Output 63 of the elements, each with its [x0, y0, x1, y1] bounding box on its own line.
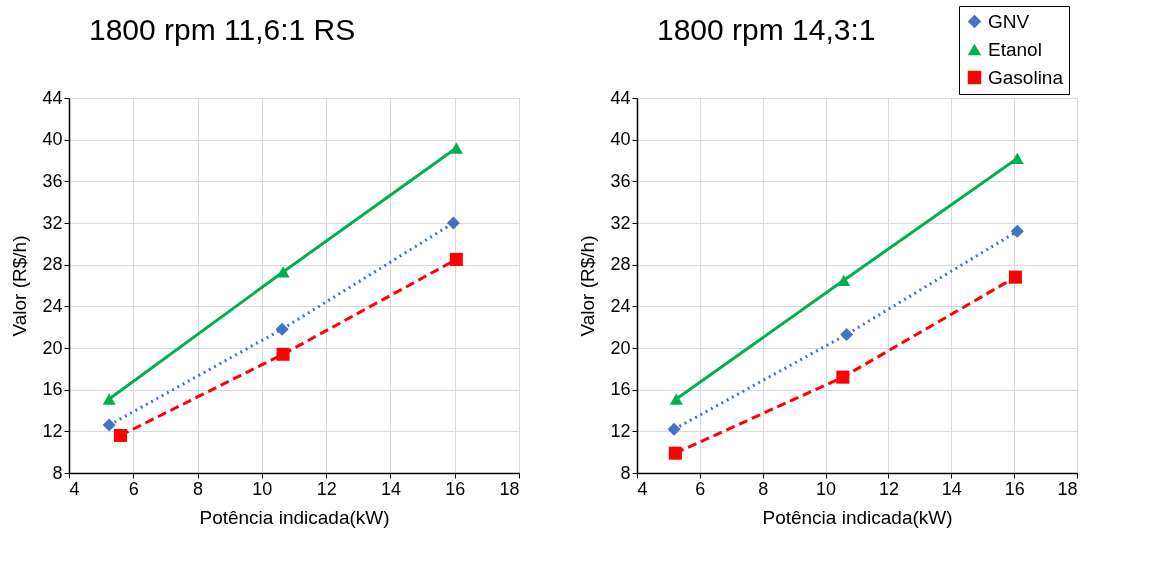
x-tick-label: 10	[252, 478, 273, 499]
y-tick-label: 44	[610, 87, 631, 108]
x-tick-label: 4	[637, 478, 648, 499]
x-tick-label: 4	[69, 478, 80, 499]
x-tick-label: 16	[1004, 478, 1025, 499]
y-tick-label: 16	[42, 379, 63, 400]
y-tick-label: 36	[42, 170, 63, 191]
y-tick-label: 36	[610, 170, 631, 191]
y-tick-label: 12	[42, 420, 63, 441]
point	[276, 266, 290, 278]
point	[1008, 270, 1022, 284]
point	[840, 327, 854, 341]
x-tick-label: 8	[193, 478, 204, 499]
legend-label: GNV	[988, 10, 1030, 32]
x-tick-label: 6	[695, 478, 706, 499]
y-tick-label: 12	[610, 420, 631, 441]
y-tick-label: 16	[610, 379, 631, 400]
point	[446, 216, 460, 230]
point	[668, 446, 682, 460]
y-tick-label: 24	[42, 295, 63, 316]
point	[276, 347, 290, 361]
point	[102, 393, 116, 405]
point	[275, 322, 289, 336]
x-tick-label: 10	[816, 478, 837, 499]
y-tick-label: 44	[42, 87, 63, 108]
y-tick-label: 40	[42, 129, 63, 150]
point	[836, 370, 850, 384]
x-tick-label: 18	[1057, 478, 1078, 499]
point	[669, 393, 683, 405]
legend-label: Gasolina	[988, 66, 1064, 88]
point	[449, 142, 463, 154]
point	[113, 428, 127, 443]
point	[667, 422, 681, 436]
point	[449, 252, 463, 266]
x-axis-title: Potência indicada(kW)	[199, 506, 390, 528]
y-tick-label: 8	[52, 462, 63, 483]
point	[837, 274, 851, 286]
y-tick-label: 20	[42, 337, 63, 358]
y-tick-label: 40	[610, 129, 631, 150]
point	[102, 418, 116, 432]
x-tick-label: 14	[941, 478, 962, 499]
y-tick-label: 28	[42, 254, 63, 275]
point	[1010, 152, 1024, 165]
x-tick-label: 12	[316, 478, 337, 499]
x-tick-label: 18	[499, 478, 520, 499]
point	[1010, 224, 1024, 238]
y-tick-label: 28	[610, 254, 631, 275]
y-tick-label: 24	[610, 295, 631, 316]
y-tick-label: 32	[610, 212, 631, 233]
x-tick-label: 16	[445, 478, 466, 499]
chart-title: 1800 rpm 14,3:1	[657, 13, 876, 46]
y-axis-title: Valor (R$/h)	[577, 235, 599, 337]
x-tick-label: 6	[128, 478, 139, 499]
y-tick-label: 32	[42, 212, 63, 233]
x-axis-title: Potência indicada(kW)	[762, 506, 953, 528]
y-tick-label: 20	[610, 337, 631, 358]
x-tick-label: 12	[878, 478, 899, 499]
x-tick-label: 8	[758, 478, 769, 499]
y-axis-title: Valor (R$/h)	[9, 235, 31, 337]
x-tick-label: 14	[380, 478, 401, 499]
legend-label: Etanol	[988, 38, 1042, 60]
chart-title: 1800 rpm 11,6:1 RS	[89, 13, 356, 46]
y-tick-label: 8	[620, 462, 631, 483]
